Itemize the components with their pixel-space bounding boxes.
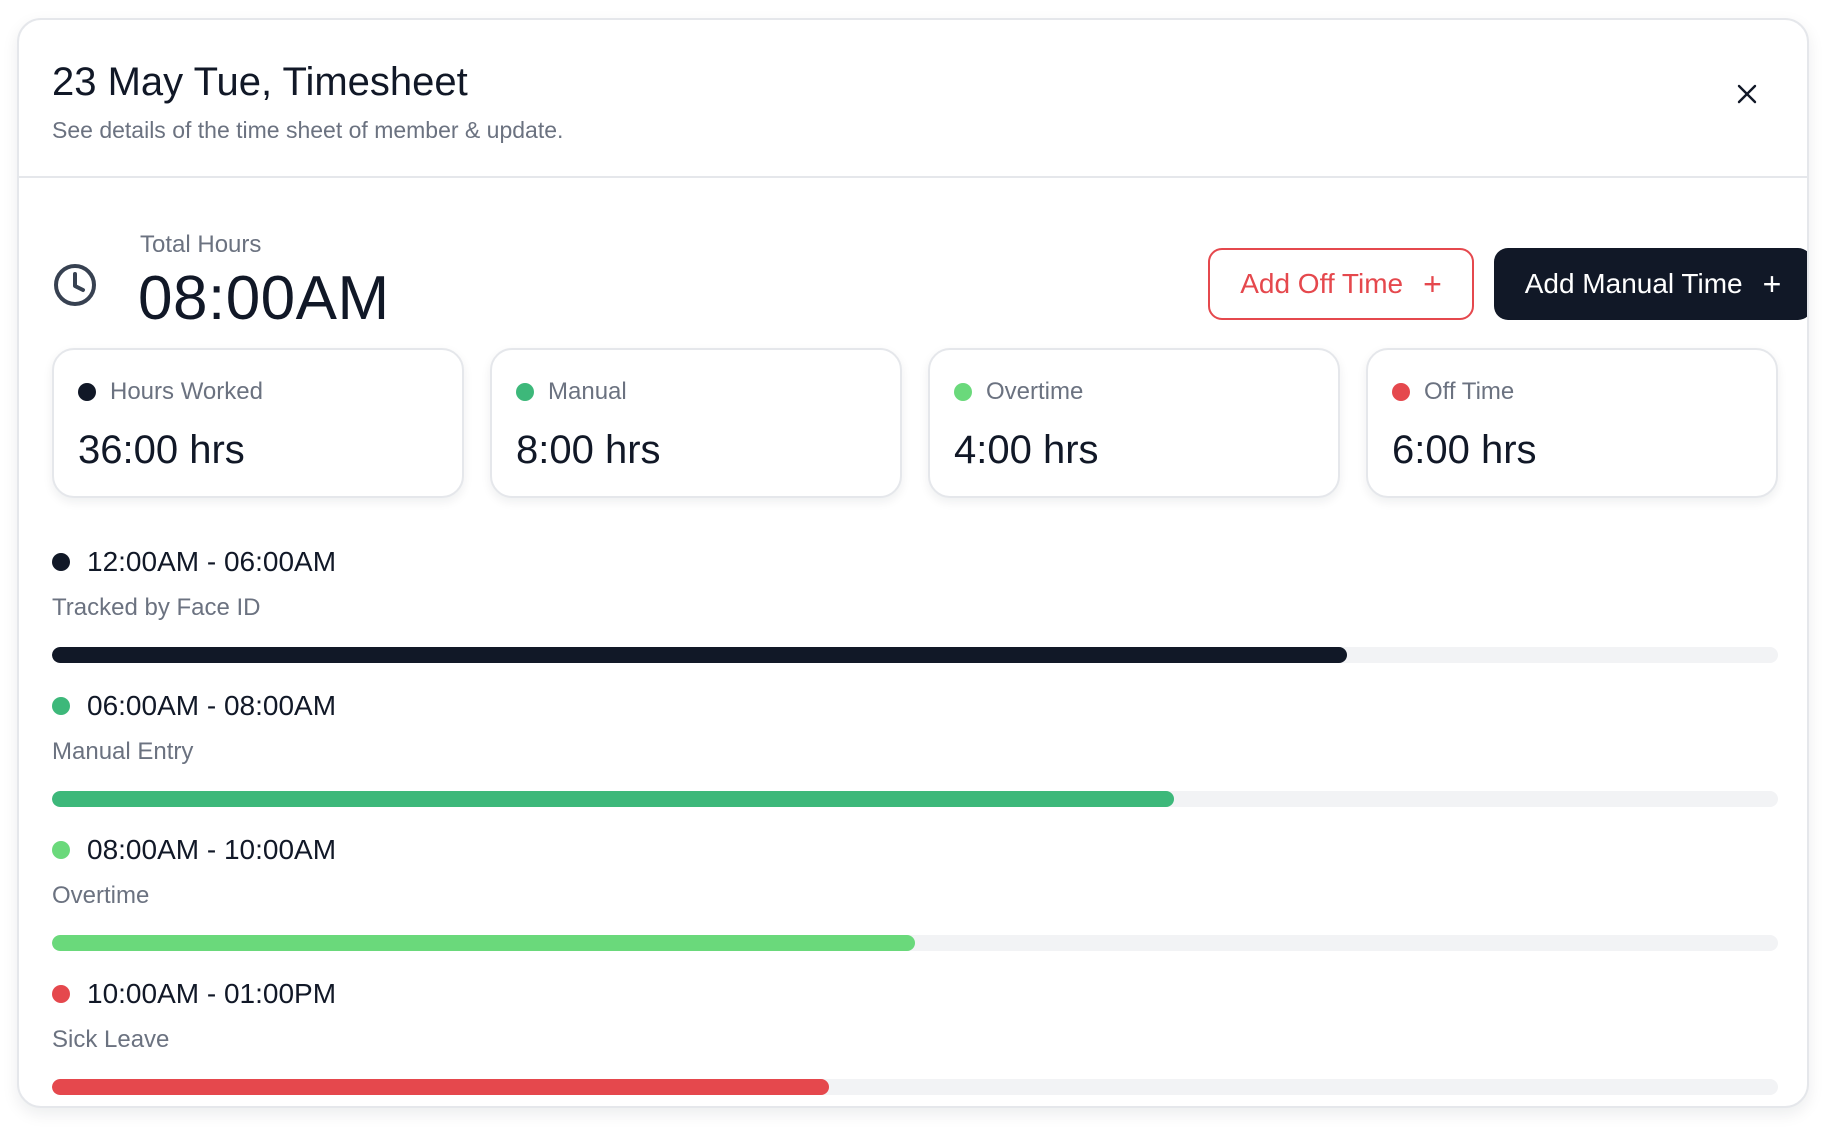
stat-card-overtime: Overtime 4:00 hrs — [928, 348, 1340, 498]
entry-label: Overtime — [52, 882, 150, 909]
progress-track — [52, 935, 1778, 951]
time-entry: 10:00AM - 01:00PM Sick Leave — [52, 964, 1778, 1106]
time-range: 12:00AM - 06:00AM — [87, 546, 337, 577]
stat-card-hours-worked: Hours Worked 36:00 hrs — [52, 348, 464, 498]
progress-fill — [52, 647, 1347, 663]
status-dot-icon — [52, 697, 70, 715]
modal-header: 23 May Tue, Timesheet See details of the… — [19, 20, 1807, 178]
stat-cards: Hours Worked 36:00 hrs Manual 8:00 hrs O… — [52, 348, 1778, 500]
stat-value: 6:00 hrs — [1392, 428, 1537, 472]
clock-icon — [54, 264, 96, 306]
add-manual-time-button[interactable]: Add Manual Time + — [1494, 248, 1807, 320]
add-off-time-button[interactable]: Add Off Time + — [1208, 248, 1474, 320]
time-entry: 12:00AM - 06:00AM Tracked by Face ID — [52, 532, 1778, 676]
plus-icon: + — [1762, 266, 1782, 302]
progress-track — [52, 647, 1778, 663]
stat-label: Overtime — [986, 378, 1084, 405]
progress-track — [52, 791, 1778, 807]
progress-fill — [52, 1079, 829, 1095]
stat-value: 8:00 hrs — [516, 428, 661, 472]
stat-value: 4:00 hrs — [954, 428, 1099, 472]
status-dot-icon — [52, 553, 70, 571]
status-dot-icon — [954, 383, 972, 401]
entry-label: Tracked by Face ID — [52, 594, 261, 621]
stat-label: Off Time — [1424, 378, 1515, 405]
time-range: 08:00AM - 10:00AM — [87, 834, 337, 865]
progress-fill — [52, 935, 915, 951]
modal-subtitle: See details of the time sheet of member … — [52, 117, 564, 143]
stat-card-manual: Manual 8:00 hrs — [490, 348, 902, 498]
modal-title: 23 May Tue, Timesheet — [52, 60, 468, 104]
status-dot-icon — [52, 985, 70, 1003]
total-hours-label: Total Hours — [140, 231, 262, 258]
close-icon — [1737, 84, 1757, 104]
status-dot-icon — [1392, 383, 1410, 401]
add-off-time-label: Add Off Time — [1240, 268, 1404, 299]
stat-card-off-time: Off Time 6:00 hrs — [1366, 348, 1778, 498]
total-hours-value: 08:00AM — [138, 264, 390, 333]
time-range: 10:00AM - 01:00PM — [87, 978, 337, 1009]
plus-icon: + — [1423, 266, 1442, 302]
time-entry: 08:00AM - 10:00AM Overtime — [52, 820, 1778, 964]
close-button[interactable] — [1725, 72, 1769, 116]
total-hours-section: Total Hours 08:00AM Add Off Time + Add M… — [52, 210, 1807, 333]
time-entries: 12:00AM - 06:00AM Tracked by Face ID 06:… — [52, 532, 1778, 1106]
timesheet-modal: 23 May Tue, Timesheet See details of the… — [17, 18, 1809, 1108]
status-dot-icon — [78, 383, 96, 401]
stat-label: Hours Worked — [110, 378, 263, 405]
progress-fill — [52, 791, 1174, 807]
status-dot-icon — [52, 841, 70, 859]
add-manual-time-label: Add Manual Time — [1524, 268, 1743, 299]
entry-label: Manual Entry — [52, 738, 194, 765]
stat-value: 36:00 hrs — [78, 428, 245, 472]
stat-label: Manual — [548, 378, 627, 405]
status-dot-icon — [516, 383, 534, 401]
progress-track — [52, 1079, 1778, 1095]
time-range: 06:00AM - 08:00AM — [87, 690, 337, 721]
time-entry: 06:00AM - 08:00AM Manual Entry — [52, 676, 1778, 820]
entry-label: Sick Leave — [52, 1026, 170, 1053]
